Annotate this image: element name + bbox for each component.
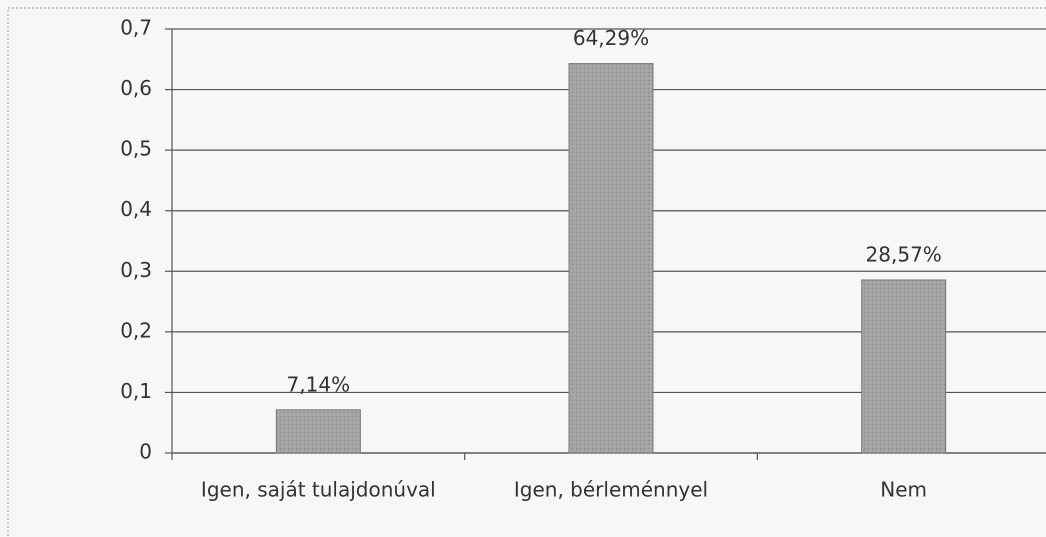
- x-tick-label: Nem: [880, 478, 927, 502]
- bar: [568, 63, 654, 454]
- y-tick-label: 0,7: [120, 16, 152, 40]
- x-tick-label: Igen, bérleménnyel: [514, 478, 708, 502]
- bar: [275, 409, 361, 454]
- y-tick-label: 0,5: [120, 137, 152, 161]
- y-tick-label: 0,6: [120, 76, 152, 100]
- value-label: 64,29%: [573, 26, 649, 50]
- bar: [861, 279, 947, 454]
- y-tick-label: 0,3: [120, 258, 152, 282]
- value-label: 28,57%: [866, 242, 942, 266]
- x-tick-label: Igen, saját tulajdonúval: [201, 478, 436, 502]
- y-tick-label: 0,4: [120, 197, 152, 221]
- chart-border: [7, 7, 1046, 537]
- y-tick-label: 0: [139, 440, 152, 464]
- y-tick-label: 0,2: [120, 318, 152, 342]
- y-tick-label: 0,1: [120, 379, 152, 403]
- value-label: 7,14%: [287, 372, 351, 396]
